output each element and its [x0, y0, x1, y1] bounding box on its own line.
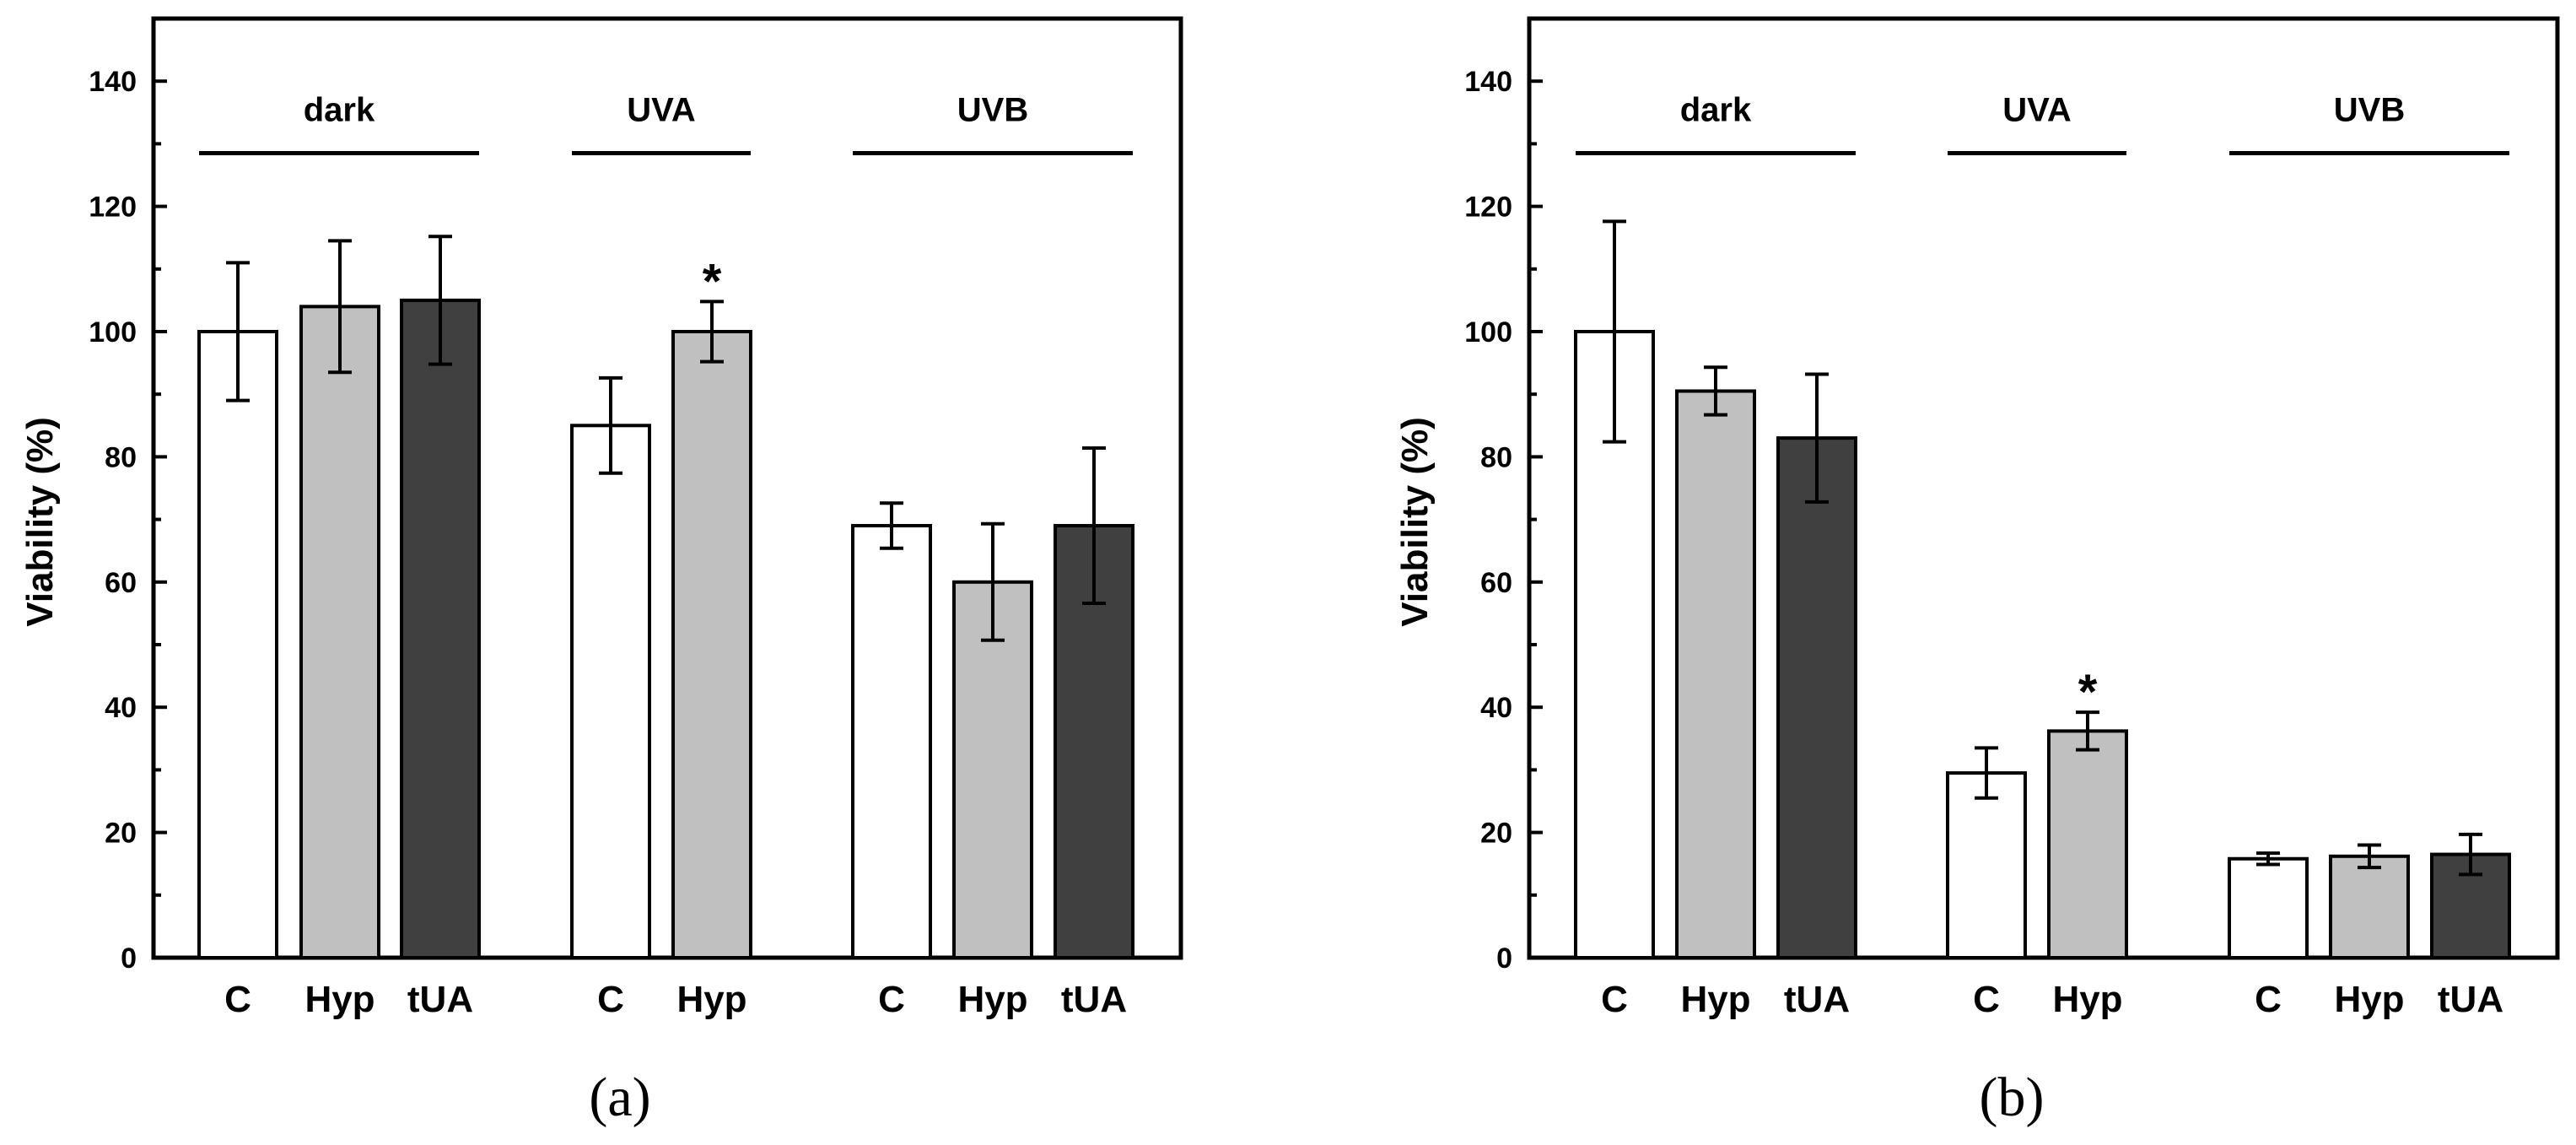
y-axis-label: Viability (%) [19, 417, 61, 627]
plot-frame [151, 16, 1183, 960]
x-category-label: Hyp [2334, 979, 2404, 1020]
bar [952, 580, 1033, 959]
x-category-label: C [878, 979, 905, 1020]
panel-label: (b) [1980, 1067, 2045, 1128]
plot-frame [1527, 16, 2560, 960]
x-category-label: C [2255, 979, 2282, 1020]
bar [570, 424, 651, 959]
bar [1946, 771, 2027, 959]
y-tick-label: 80 [105, 441, 137, 473]
significance-marker: * [2078, 665, 2098, 720]
x-category-label: C [597, 979, 624, 1020]
y-tick-label: 100 [89, 316, 137, 348]
y-tick-label: 40 [105, 692, 137, 724]
x-category-label: Hyp [304, 979, 375, 1020]
y-axis-label: Viability (%) [1394, 417, 1436, 627]
y-tick-label: 0 [121, 942, 137, 975]
group-label: dark [304, 92, 375, 129]
y-tick-label: 80 [1480, 441, 1512, 473]
bar [851, 524, 932, 960]
bar [1776, 436, 1857, 959]
bar [2329, 854, 2410, 960]
y-tick-label: 20 [105, 818, 137, 850]
significance-marker: * [703, 254, 722, 309]
x-category-label: tUA [1061, 979, 1127, 1020]
group-label: dark [1680, 92, 1752, 129]
y-tick-label: 40 [1480, 692, 1512, 724]
y-tick-label: 100 [1464, 316, 1512, 348]
y-tick-label: 20 [1480, 818, 1512, 850]
x-category-label: tUA [407, 979, 473, 1020]
bar [2228, 856, 2309, 959]
bar [197, 330, 278, 959]
y-tick-label: 60 [105, 567, 137, 599]
group-label: UVA [627, 92, 695, 129]
bar [400, 298, 481, 959]
bar [299, 305, 380, 959]
x-category-label: Hyp [2052, 979, 2122, 1020]
x-category-label: tUA [2438, 979, 2503, 1020]
panel-label: (a) [589, 1067, 650, 1128]
x-category-label: tUA [1784, 979, 1850, 1020]
bar [2047, 729, 2128, 959]
y-tick-label: 120 [89, 192, 137, 224]
y-tick-label: 60 [1480, 567, 1512, 599]
y-tick-label: 120 [1464, 192, 1512, 224]
x-category-label: C [224, 979, 251, 1020]
bar [671, 330, 752, 959]
bar [1675, 389, 1756, 959]
group-label: UVB [2334, 92, 2405, 129]
y-tick-label: 140 [89, 66, 137, 98]
x-category-label: Hyp [676, 979, 746, 1020]
y-tick-label: 140 [1464, 66, 1512, 98]
y-tick-label: 0 [1496, 942, 1512, 975]
group-label: UVB [957, 92, 1028, 129]
x-category-label: C [1601, 979, 1628, 1020]
x-category-label: Hyp [1680, 979, 1750, 1020]
group-label: UVA [2002, 92, 2071, 129]
bar [1574, 330, 1655, 959]
x-category-label: Hyp [957, 979, 1027, 1020]
x-category-label: C [1973, 979, 2000, 1020]
